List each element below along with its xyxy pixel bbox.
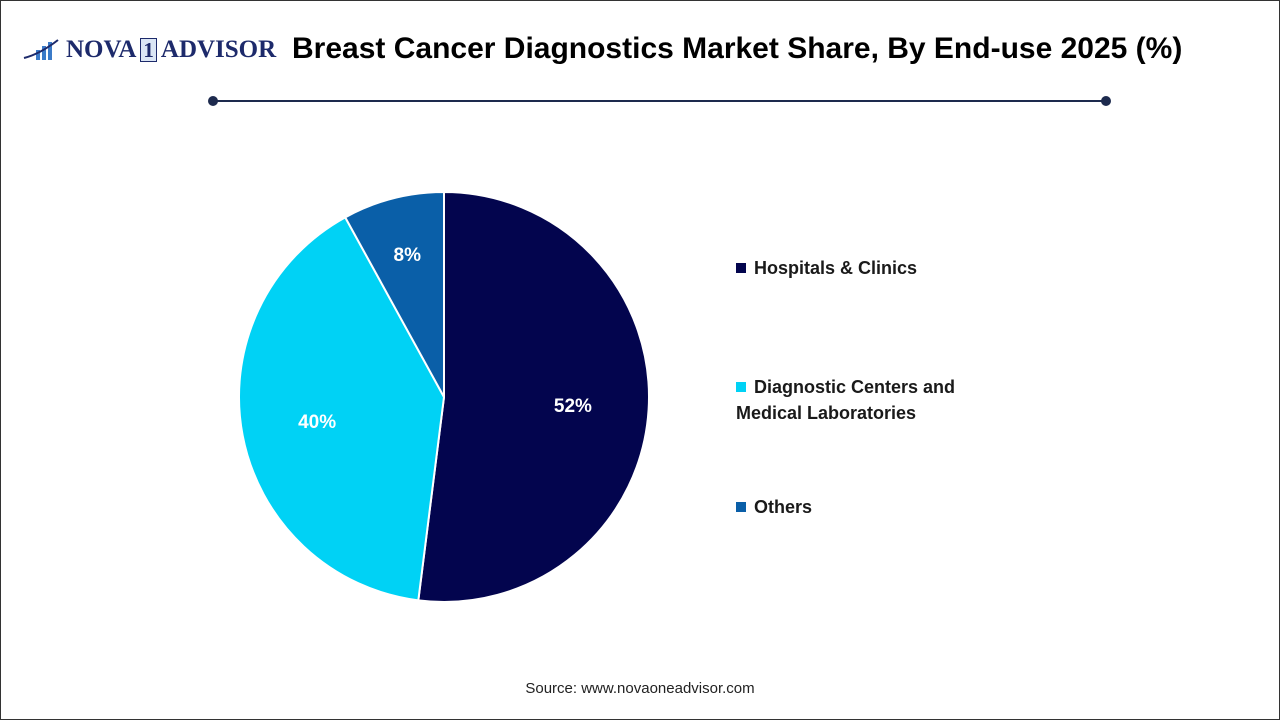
legend-item-diagnostic-centers: Diagnostic Centers and Medical Laborator…: [736, 374, 996, 426]
source-note: Source: www.novaoneadvisor.com: [525, 680, 755, 697]
pie-data-label: 40%: [298, 412, 336, 433]
pie-slice-0: [417, 190, 650, 603]
bar-chart-icon: [23, 39, 59, 60]
legend-label: Diagnostic Centers and Medical Laborator…: [736, 377, 956, 423]
title-divider: [213, 100, 1106, 102]
pie-slice-1: [238, 215, 446, 602]
pie-data-label: 8%: [394, 245, 422, 266]
legend-item-hospitals: Hospitals & Clinics: [736, 255, 917, 281]
legend-label: Hospitals & Clinics: [754, 258, 918, 278]
legend-swatch: [736, 382, 746, 392]
logo-number: 1: [140, 38, 157, 62]
logo: NOVA 1 ADVISOR: [22, 36, 276, 64]
legend-swatch: [736, 263, 746, 273]
legend-item-others: Others: [736, 494, 812, 520]
legend-swatch: [736, 502, 746, 512]
divider-dot-left: [208, 96, 218, 106]
pie-data-label: 52%: [554, 396, 592, 417]
divider-dot-right: [1101, 96, 1111, 106]
chart-title: Breast Cancer Diagnostics Market Share, …: [292, 32, 1183, 65]
logo-text: NOVA: [66, 36, 137, 63]
pie-slice-2: [343, 190, 445, 398]
logo-text-2: ADVISOR: [160, 36, 277, 63]
legend-label: Others: [754, 497, 813, 517]
